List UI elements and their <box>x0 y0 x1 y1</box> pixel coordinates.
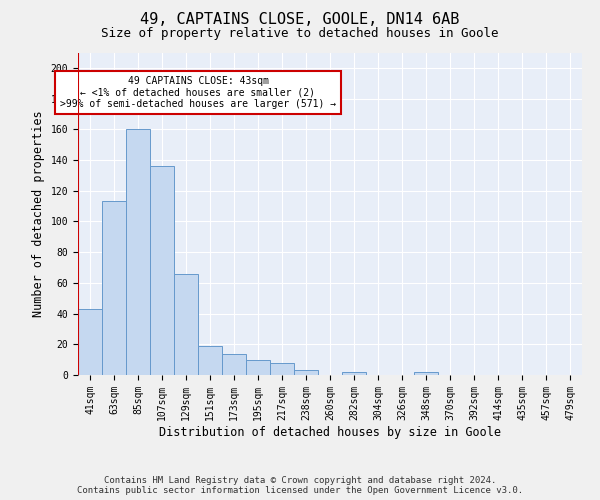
Bar <box>270 362 294 375</box>
Bar <box>222 354 246 375</box>
Bar <box>102 202 126 375</box>
Bar <box>294 370 318 375</box>
Text: Size of property relative to detached houses in Goole: Size of property relative to detached ho… <box>101 28 499 40</box>
Text: Contains HM Land Registry data © Crown copyright and database right 2024.
Contai: Contains HM Land Registry data © Crown c… <box>77 476 523 495</box>
Bar <box>126 130 150 375</box>
Bar <box>246 360 270 375</box>
X-axis label: Distribution of detached houses by size in Goole: Distribution of detached houses by size … <box>159 426 501 438</box>
Text: 49, CAPTAINS CLOSE, GOOLE, DN14 6AB: 49, CAPTAINS CLOSE, GOOLE, DN14 6AB <box>140 12 460 28</box>
Bar <box>78 309 102 375</box>
Bar <box>174 274 198 375</box>
Bar <box>342 372 366 375</box>
Bar <box>150 166 174 375</box>
Bar <box>198 346 222 375</box>
Y-axis label: Number of detached properties: Number of detached properties <box>32 110 45 317</box>
Text: 49 CAPTAINS CLOSE: 43sqm
← <1% of detached houses are smaller (2)
>99% of semi-d: 49 CAPTAINS CLOSE: 43sqm ← <1% of detach… <box>60 76 336 108</box>
Bar <box>414 372 438 375</box>
